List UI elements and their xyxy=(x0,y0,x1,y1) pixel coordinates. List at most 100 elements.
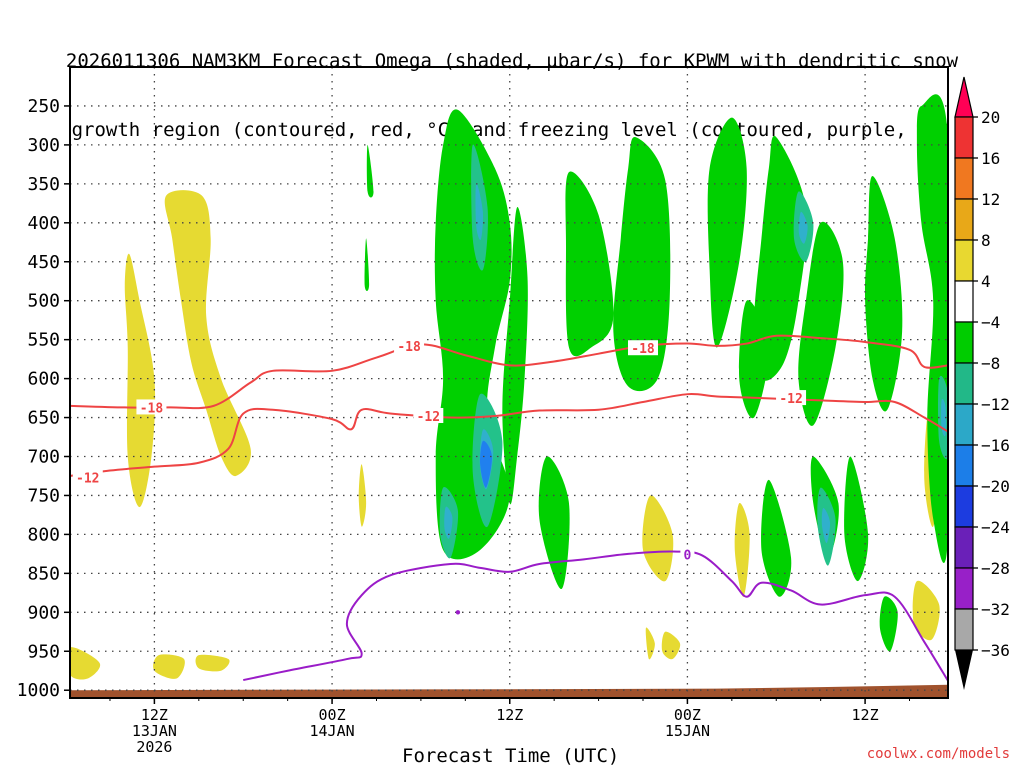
colorbar-swatch xyxy=(954,116,974,159)
omega-negative-region xyxy=(754,135,807,381)
omega-stronger-negative-region xyxy=(941,398,947,437)
omega-positive-region xyxy=(153,654,185,679)
omega-positive-region xyxy=(642,495,674,582)
contour-line xyxy=(70,392,948,477)
y-tick-label: 850 xyxy=(27,563,60,584)
omega-negative-region xyxy=(613,136,671,392)
omega-positive-region xyxy=(124,253,156,508)
contour-label: -12 xyxy=(417,410,440,425)
y-tick-label: 750 xyxy=(27,485,60,506)
x-tick-label: 00Z xyxy=(319,706,346,724)
x-tick-label: 13JAN xyxy=(132,722,177,740)
contour-label: -12 xyxy=(76,472,99,487)
colorbar-label: −16 xyxy=(981,436,1010,455)
grid-lines xyxy=(70,67,948,698)
contour-label-bg xyxy=(72,469,103,485)
omega-negative-region xyxy=(844,456,869,582)
temperature-contours: -12 -12 -12 -18 -18 -18 0 xyxy=(70,334,948,682)
colorbar-swatch xyxy=(954,280,974,323)
omega-negative-region xyxy=(565,171,614,357)
contour-label: -18 xyxy=(140,401,164,416)
omega-shading xyxy=(70,94,948,698)
contour-label: -18 xyxy=(631,342,655,357)
chart-title-line-2: growth region (contoured, red, °C) and f… xyxy=(71,119,953,141)
colorbar-label: 4 xyxy=(981,272,991,291)
contour-line xyxy=(70,334,948,410)
colorbar-swatch xyxy=(954,198,974,241)
omega-stronger-negative-region xyxy=(444,506,453,539)
y-tick-label: 350 xyxy=(27,174,60,195)
y-tick-label: 300 xyxy=(27,135,60,156)
colorbar-swatch xyxy=(954,608,974,651)
y-tick-label: 950 xyxy=(27,641,60,662)
omega-positive-region xyxy=(912,580,940,641)
omega-negative-region xyxy=(798,221,844,426)
colorbar-label: 16 xyxy=(981,149,1000,168)
terrain xyxy=(70,684,948,698)
colorbar-label: −32 xyxy=(981,600,1010,619)
colorbar-label: −4 xyxy=(981,313,1000,332)
x-tick-label: 14JAN xyxy=(309,722,354,740)
y-tick-label: 900 xyxy=(27,602,60,623)
colorbar-swatch xyxy=(954,444,974,487)
omega-positive-region xyxy=(358,464,367,527)
contour-label-bg xyxy=(413,407,444,423)
y-tick-label: 1000 xyxy=(17,680,60,701)
y-tick-label: 550 xyxy=(27,330,60,351)
colorbar-label: −24 xyxy=(981,518,1010,537)
omega-stronger-negative-region xyxy=(475,183,484,241)
x-tick-label: 12Z xyxy=(852,706,879,724)
y-tick-label: 600 xyxy=(27,369,60,390)
contour-label-bg xyxy=(776,390,807,406)
omega-negative-region xyxy=(366,144,374,198)
omega-negative-region xyxy=(879,596,898,652)
omega-stronger-negative-region xyxy=(821,507,831,544)
y-tick-label: 650 xyxy=(27,408,60,429)
y-tick-label: 250 xyxy=(27,96,60,117)
omega-negative-region xyxy=(738,300,769,419)
colorbar-swatch xyxy=(954,567,974,610)
colorbar-label: 8 xyxy=(981,231,991,250)
source-credit: coolwx.com/models xyxy=(866,746,1010,762)
colorbar-swatch xyxy=(954,403,974,446)
y-tick-label: 450 xyxy=(27,252,60,273)
axes: 250 300 350 400 450 500 550 600 650 700 750 800 850 9… xyxy=(17,66,949,756)
x-tick-label: 12Z xyxy=(496,706,523,724)
x-tick-label: 2026 xyxy=(136,738,172,756)
omega-positive-region xyxy=(645,627,655,660)
y-tick-label: 500 xyxy=(27,291,60,312)
colorbar-label: −12 xyxy=(981,395,1010,414)
omega-negative-region xyxy=(916,94,948,563)
contour-label-bg xyxy=(136,399,167,415)
omega-negative-region xyxy=(502,206,528,505)
contour-label-bg xyxy=(627,340,658,356)
omega-positive-region xyxy=(195,654,230,672)
omega-positive-region xyxy=(661,631,681,660)
x-tick-label: 00Z xyxy=(674,706,701,724)
x-tick-label: 12Z xyxy=(141,706,168,724)
omega-negative-region xyxy=(707,117,747,348)
y-tick-label: 800 xyxy=(27,524,60,545)
contour-label-bg xyxy=(680,546,695,562)
colorbar-label: 20 xyxy=(981,108,1000,127)
colorbar-swatch xyxy=(954,526,974,569)
colorbar-label: −20 xyxy=(981,477,1010,496)
contour-label-bg xyxy=(394,337,425,353)
omega-stronger-negative-region xyxy=(798,211,808,244)
colorbar-swatch xyxy=(954,485,974,528)
colorbar-label: −8 xyxy=(981,354,1000,373)
omega-positive-region xyxy=(734,502,750,597)
omega-positive-region xyxy=(164,190,251,477)
y-tick-label: 700 xyxy=(27,447,60,468)
omega-negative-region xyxy=(761,479,792,597)
colorbar-swatch xyxy=(954,362,974,405)
colorbar-swatch xyxy=(954,321,974,364)
colorbar: 20 16 12 8 4 −4 −8 −12 −16 −20 −24 −28 −32 −36 xyxy=(954,76,1010,690)
omega-negative-region xyxy=(864,176,903,412)
y-tick-label: 400 xyxy=(27,213,60,234)
contour-label: -12 xyxy=(779,392,802,407)
omega-negative-region xyxy=(364,238,370,291)
colorbar-label: −36 xyxy=(981,641,1010,660)
colorbar-top-arrow xyxy=(954,76,974,118)
